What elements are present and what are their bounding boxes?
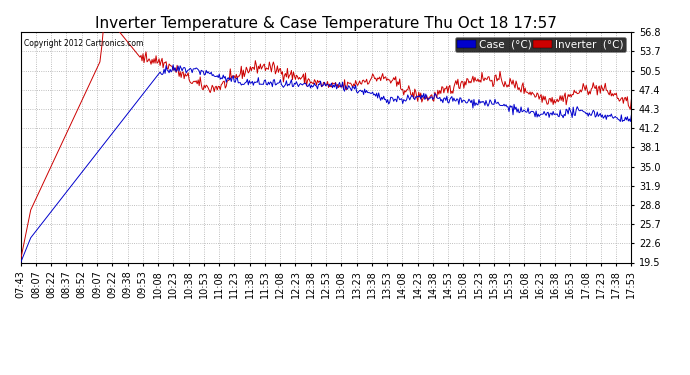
Legend: Case  (°C), Inverter  (°C): Case (°C), Inverter (°C) [455,37,626,52]
Title: Inverter Temperature & Case Temperature Thu Oct 18 17:57: Inverter Temperature & Case Temperature … [95,16,557,31]
Text: Copyright 2012 Cartronics.com: Copyright 2012 Cartronics.com [23,39,143,48]
